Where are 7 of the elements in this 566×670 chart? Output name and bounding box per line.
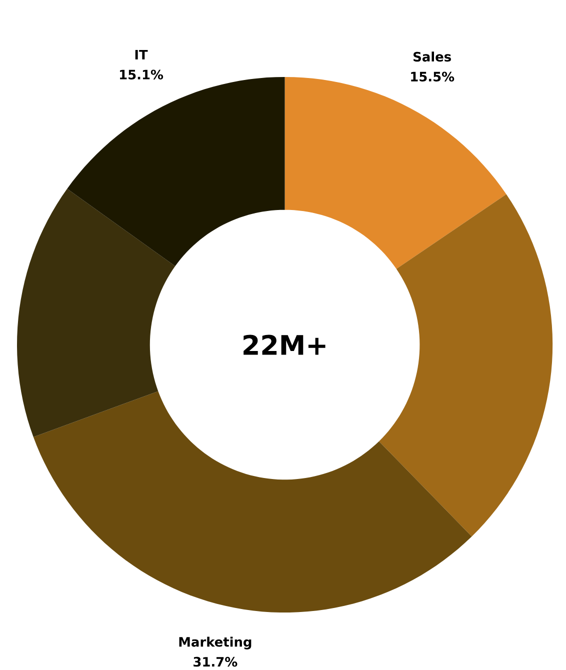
slice-label: IT bbox=[136, 50, 148, 60]
data-label: 15.1% bbox=[120, 70, 164, 80]
text: 22M+ bbox=[244, 334, 326, 355]
slice-label: Sales bbox=[414, 52, 452, 62]
data-label: 15.5% bbox=[411, 72, 454, 82]
slice-label: Marketing bbox=[179, 636, 252, 650]
data-label: 31.7% bbox=[194, 656, 238, 667]
